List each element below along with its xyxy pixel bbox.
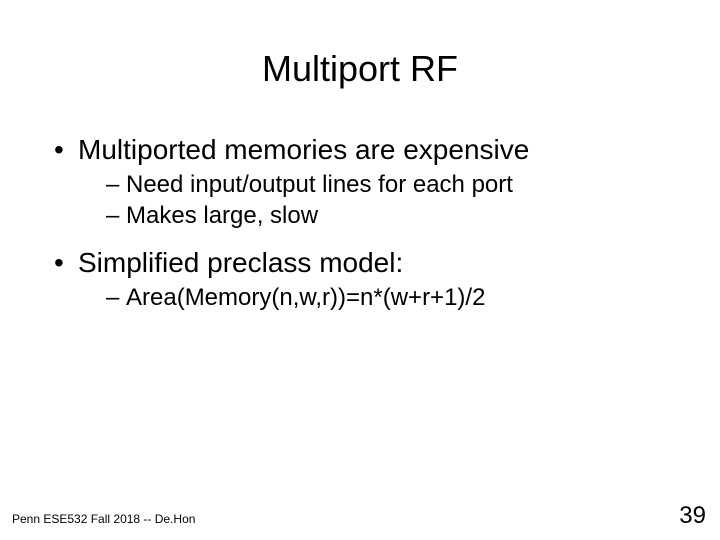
sub-bullet-text: Makes large, slow xyxy=(126,202,318,229)
sub-bullet-item: Makes large, slow xyxy=(106,200,680,231)
slide-body: Multiported memories are expensive Need … xyxy=(54,132,680,328)
sub-bullet-item: Area(Memory(n,w,r))=n*(w+r+1)/2 xyxy=(106,282,680,313)
sub-bullet-item: Need input/output lines for each port xyxy=(106,169,680,200)
sub-bullet-text: Area(Memory(n,w,r))=n*(w+r+1)/2 xyxy=(126,284,485,311)
bullet-item: Multiported memories are expensive Need … xyxy=(54,132,680,231)
sub-bullet-text: Need input/output lines for each port xyxy=(126,171,513,198)
bullet-item: Simplified preclass model: Area(Memory(n… xyxy=(54,245,680,313)
slide: Multiport RF Multiported memories are ex… xyxy=(0,0,720,540)
slide-title: Multiport RF xyxy=(0,48,720,90)
page-number: 39 xyxy=(679,502,706,530)
bullet-text: Simplified preclass model: xyxy=(78,247,403,278)
bullet-text: Multiported memories are expensive xyxy=(78,134,529,165)
footer-text: Penn ESE532 Fall 2018 -- De.Hon xyxy=(12,512,195,526)
